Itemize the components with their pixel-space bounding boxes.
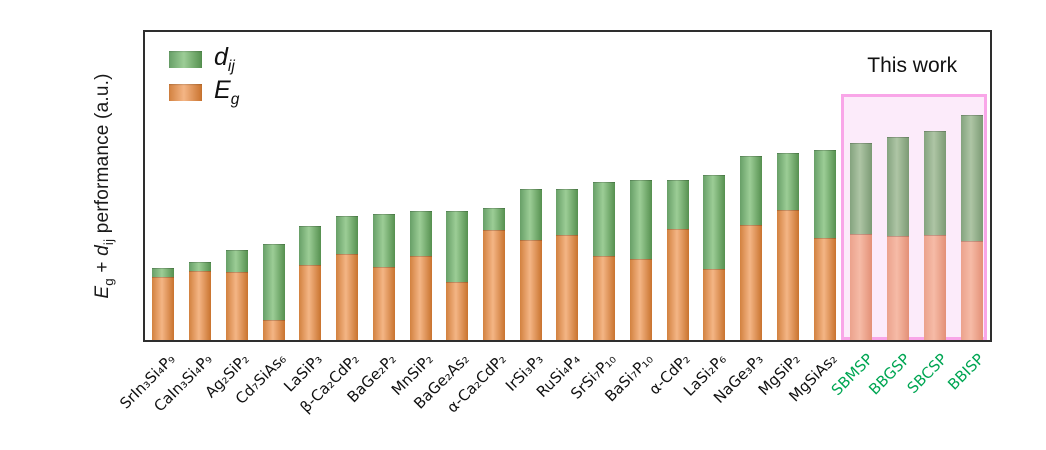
- eg-segment: [262, 320, 285, 340]
- y-axis-label: Eg + dij performance (a.u.): [92, 73, 116, 299]
- bar-BaGe₂As₂: [439, 32, 476, 340]
- eg-segment: [225, 271, 248, 340]
- bar-MnSiP₂: [402, 32, 439, 340]
- bar-α-CdP₂: [659, 32, 696, 340]
- bar-NaGe₃P₃: [733, 32, 770, 340]
- bar-SBMSP: [843, 32, 880, 340]
- dij-segment: [372, 213, 395, 268]
- plot-area: dij Eg This work: [143, 30, 992, 342]
- dij-segment: [960, 114, 983, 242]
- legend-swatch-dij-icon: [169, 51, 202, 68]
- bar-Ag₂SiP₂: [218, 32, 255, 340]
- eg-segment: [703, 268, 726, 340]
- bar-MgSiP₂: [770, 32, 807, 340]
- bar-RuSi₄P₄: [549, 32, 586, 340]
- bar-α-Ca₂CdP₂: [476, 32, 513, 340]
- dij-segment: [813, 149, 836, 239]
- ylabel-dij: d: [92, 245, 114, 256]
- bar-SBCSP: [917, 32, 954, 340]
- bar-β-Ca₂CdP₂: [329, 32, 366, 340]
- eg-segment: [446, 281, 469, 340]
- dij-segment: [629, 180, 652, 259]
- eg-segment: [776, 209, 799, 340]
- eg-segment: [960, 241, 983, 340]
- eg-segment: [740, 225, 763, 340]
- dij-segment: [923, 130, 946, 236]
- bar-Cd₇SiAs₆: [255, 32, 292, 340]
- dij-segment: [225, 250, 248, 272]
- eg-segment: [372, 267, 395, 340]
- legend: dij Eg: [169, 43, 239, 109]
- eg-segment: [336, 254, 359, 340]
- dij-segment: [556, 188, 579, 236]
- dij-segment: [262, 244, 285, 321]
- legend-swatch-eg-icon: [169, 84, 202, 101]
- eg-segment: [189, 271, 212, 340]
- dij-segment: [336, 215, 359, 255]
- eg-segment: [629, 259, 652, 340]
- legend-label-dij: dij: [214, 43, 235, 75]
- bar-LaSiP₃: [292, 32, 329, 340]
- legend-item-dij: dij: [169, 43, 239, 76]
- dij-segment: [152, 267, 175, 278]
- bar-BBGSP: [880, 32, 917, 340]
- dij-segment: [703, 175, 726, 269]
- bar-MgSiAs₂: [806, 32, 843, 340]
- bar-BBISP: [953, 32, 990, 340]
- dij-segment: [519, 188, 542, 241]
- eg-segment: [152, 277, 175, 340]
- dij-segment: [850, 142, 873, 235]
- dij-segment: [740, 156, 763, 226]
- eg-segment: [887, 236, 910, 340]
- dij-segment: [593, 182, 616, 257]
- dij-segment: [887, 137, 910, 237]
- dij-segment: [666, 180, 689, 229]
- bar-CaIn₃Si₄P₉: [182, 32, 219, 340]
- eg-segment: [556, 235, 579, 340]
- eg-segment: [850, 234, 873, 340]
- eg-segment: [923, 235, 946, 340]
- eg-segment: [483, 230, 505, 340]
- bar-SrIn₃Si₄P₉: [145, 32, 182, 340]
- bar-BaGe₂P₂: [365, 32, 402, 340]
- dij-segment: [189, 262, 212, 272]
- eg-segment: [299, 264, 322, 340]
- eg-segment: [409, 256, 432, 340]
- bar-LaSi₂P₆: [696, 32, 733, 340]
- eg-segment: [666, 228, 689, 340]
- this-work-annotation: This work: [867, 54, 958, 77]
- eg-segment: [519, 240, 542, 340]
- bar-SrSi₇P₁₀: [586, 32, 623, 340]
- bar-IrSi₃P₃: [512, 32, 549, 340]
- eg-segment: [813, 238, 836, 340]
- legend-item-eg: Eg: [169, 76, 239, 109]
- ylabel-eg: E: [92, 285, 114, 299]
- dij-segment: [299, 226, 322, 265]
- dij-segment: [483, 207, 505, 231]
- bar-BaSi₇P₁₀: [623, 32, 660, 340]
- dij-segment: [409, 210, 432, 257]
- legend-label-eg: Eg: [214, 76, 240, 108]
- dij-segment: [776, 153, 799, 210]
- dij-segment: [446, 210, 469, 282]
- eg-segment: [593, 256, 616, 340]
